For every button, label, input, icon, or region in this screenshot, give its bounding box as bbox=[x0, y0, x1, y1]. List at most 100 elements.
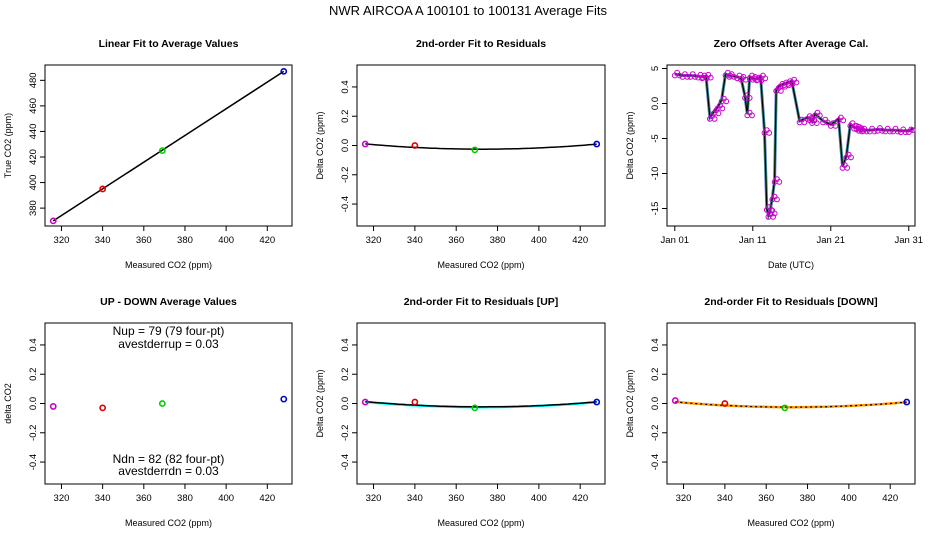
x-tick-label: 380 bbox=[800, 493, 816, 504]
series-point bbox=[909, 127, 916, 134]
series-point bbox=[832, 123, 839, 129]
y-tick-label: 0.4 bbox=[28, 338, 39, 351]
x-tick-label: 400 bbox=[218, 235, 234, 246]
x-tick-label: 420 bbox=[259, 493, 275, 504]
x-tick-label: 380 bbox=[177, 235, 193, 246]
panel-title: 2nd-order Fit to Residuals [UP] bbox=[404, 296, 559, 308]
series-point bbox=[770, 214, 776, 220]
series-point bbox=[771, 210, 778, 217]
purple-point bbox=[49, 217, 57, 225]
y-tick-label: 380 bbox=[28, 200, 39, 216]
panel-title: Linear Fit to Average Values bbox=[99, 38, 239, 50]
y-tick-label: 0.4 bbox=[340, 338, 351, 351]
green-point bbox=[158, 400, 166, 407]
y-tick-label: 0.2 bbox=[28, 368, 39, 381]
y-axis-label: True CO2 (ppm) bbox=[3, 113, 13, 178]
panel-p6: 2nd-order Fit to Residuals [DOWN] 320 340 3… bbox=[625, 296, 916, 528]
series-point bbox=[749, 112, 755, 119]
purple-point bbox=[361, 398, 369, 406]
x-tick-label: 400 bbox=[531, 493, 547, 504]
y-axis-label: Delta CO2 (ppm) bbox=[315, 111, 325, 179]
y-axis-label: delta CO2 bbox=[3, 383, 13, 424]
y-axis-label: Delta CO2 (ppm) bbox=[315, 369, 325, 437]
x-tick-label: 400 bbox=[218, 493, 234, 504]
y-tick-label: -0.2 bbox=[28, 425, 39, 441]
y-tick-label: 0.0 bbox=[340, 397, 351, 410]
x-tick-label: 320 bbox=[676, 493, 692, 504]
series-point bbox=[766, 130, 773, 136]
panel-p4: UP - DOWN Average Values 320 340 360 380 400 4… bbox=[3, 296, 293, 528]
blue-point bbox=[593, 398, 601, 406]
x-tick-label: 340 bbox=[407, 493, 423, 504]
series-point bbox=[894, 128, 901, 135]
x-tick-label: 380 bbox=[490, 493, 506, 504]
series-point bbox=[707, 74, 714, 81]
y-axis-label: Delta CO2 (ppm) bbox=[625, 369, 635, 437]
y-tick-label: 0.2 bbox=[340, 368, 351, 381]
y-tick-label: -0.4 bbox=[650, 454, 661, 470]
y-tick-label: 480 bbox=[28, 72, 39, 88]
x-axis-label: Measured CO2 (ppm) bbox=[125, 518, 212, 528]
x-tick-label: 340 bbox=[717, 493, 733, 504]
up-err-annotation: avestderrup = 0.03 bbox=[118, 337, 219, 351]
x-tick-label: Jan 21 bbox=[817, 235, 846, 246]
x-tick-label: 320 bbox=[366, 235, 382, 246]
x-axis-label: Measured CO2 (ppm) bbox=[437, 518, 524, 528]
red-point bbox=[411, 142, 419, 149]
x-tick-label: 420 bbox=[572, 235, 588, 246]
y-tick-label: -0.2 bbox=[650, 425, 661, 441]
red-point bbox=[411, 398, 419, 406]
x-tick-label: Jan 31 bbox=[894, 235, 923, 246]
y-tick-label: 0.2 bbox=[340, 110, 351, 123]
y-tick-label: 440 bbox=[28, 124, 39, 140]
blue-point bbox=[903, 398, 911, 406]
series-point bbox=[762, 75, 769, 82]
y-tick-label: -0.4 bbox=[340, 196, 351, 212]
x-tick-label: 360 bbox=[758, 493, 774, 504]
series-point bbox=[879, 127, 886, 134]
ndn-annotation: Ndn = 82 (82 four-pt) bbox=[113, 452, 225, 466]
x-tick-label: 340 bbox=[95, 493, 111, 504]
purple-point bbox=[671, 397, 679, 404]
black-fit-curve bbox=[365, 400, 597, 408]
series-point bbox=[692, 74, 698, 80]
series-point bbox=[902, 129, 909, 136]
series-point bbox=[776, 179, 783, 185]
red-point bbox=[99, 185, 107, 193]
red-point bbox=[721, 400, 729, 407]
x-tick-label: 340 bbox=[407, 235, 423, 246]
y-axis-label: Delta CO2 (ppm) bbox=[625, 111, 635, 179]
y-tick-label: -0.4 bbox=[340, 454, 351, 470]
y-tick-label: 0.0 bbox=[340, 139, 351, 152]
series-point bbox=[840, 117, 847, 124]
x-tick-label: 360 bbox=[448, 235, 464, 246]
series-point bbox=[711, 116, 718, 122]
nup-annotation: Nup = 79 (79 four-pt) bbox=[113, 324, 225, 338]
x-axis-label: Measured CO2 (ppm) bbox=[125, 260, 212, 270]
series-point bbox=[816, 112, 823, 119]
series-point bbox=[801, 119, 808, 126]
panel-p2: 2nd-order Fit to Residuals 320 340 360 380 40… bbox=[315, 38, 606, 270]
black-fit-curve bbox=[365, 143, 597, 150]
series-point bbox=[813, 120, 820, 126]
series-point bbox=[676, 72, 683, 79]
x-tick-label: 360 bbox=[136, 235, 152, 246]
y-tick-label: -5 bbox=[650, 134, 661, 142]
x-tick-label: 320 bbox=[54, 493, 70, 504]
y-tick-label: 460 bbox=[28, 98, 39, 114]
series-point bbox=[746, 95, 753, 101]
x-tick-label: 360 bbox=[448, 493, 464, 504]
y-tick-label: 0.0 bbox=[650, 97, 661, 110]
y-tick-label: -0.4 bbox=[28, 454, 39, 470]
panel-p3: Zero Offsets After Average Cal. Jan 01 Jan… bbox=[625, 38, 923, 270]
x-tick-label: 420 bbox=[882, 493, 898, 504]
panel-title: Zero Offsets After Average Cal. bbox=[714, 38, 869, 50]
x-tick-label: Jan 01 bbox=[661, 235, 690, 246]
blue-point bbox=[280, 395, 288, 403]
panel-title: 2nd-order Fit to Residuals bbox=[416, 38, 546, 50]
y-tick-label: -0.2 bbox=[340, 425, 351, 441]
panel-p5: 2nd-order Fit to Residuals [UP] 320 340 360… bbox=[315, 296, 606, 528]
x-axis-label: Measured CO2 (ppm) bbox=[437, 260, 524, 270]
x-tick-label: 380 bbox=[490, 235, 506, 246]
